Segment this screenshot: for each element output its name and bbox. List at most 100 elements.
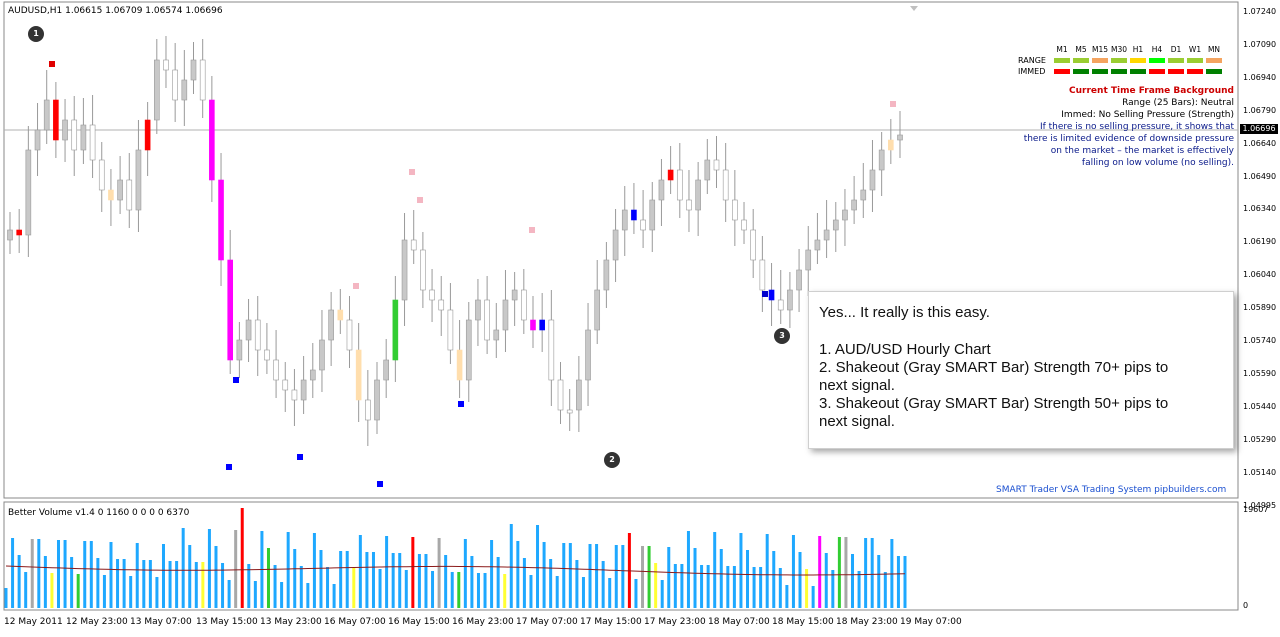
candle-body [144,119,151,151]
candle-body [759,259,766,291]
volume-bar [70,557,74,608]
candle-body [897,134,903,141]
candle-body [190,59,197,81]
chart-title: AUDUSD,H1 1.06615 1.06709 1.06574 1.0669… [8,6,223,16]
candle-body [640,219,646,231]
time-axis-label: 18 May 15:00 [772,617,834,627]
candle-body [98,159,105,191]
volume-bar [201,562,205,608]
time-axis-label: 13 May 07:00 [130,617,192,627]
volume-bar [549,559,553,608]
timeframe-header: D1 [1170,45,1182,54]
candle-body [209,99,215,181]
volume-bar [726,566,730,608]
volume-bar [706,565,710,608]
timeframe-cell [1168,58,1184,63]
footer-link[interactable]: SMART Trader VSA Trading System pipbuild… [996,485,1227,495]
timeframe-cell [1054,58,1070,63]
price-scale-label: 1.06340 [1243,204,1277,214]
callout-line: 3. Shakeout (Gray SMART Bar) Strength 50… [819,395,1169,412]
volume-bar [240,508,244,608]
volume-indicator-title: Better Volume v1.4 0 1160 0 0 0 0 6370 [8,508,190,518]
timeframe-header: H1 [1132,45,1144,54]
timeframe-cell [1111,69,1127,74]
candle-body [465,319,472,381]
volume-bar [102,575,106,608]
volume-bar [358,535,362,608]
candle-body [732,199,738,221]
signal-markers [49,61,896,487]
volume-bar [621,545,625,608]
volume-bar [280,582,284,608]
volume-bar [385,536,389,608]
volume-bar [194,562,198,608]
volume-bar [785,585,789,608]
volume-bar [404,570,408,608]
volume-bar [811,586,815,608]
volume-bar [135,543,139,608]
signal-marker [49,61,55,67]
callout-line: Yes... It really is this easy. [819,304,990,321]
volume-bar [352,568,356,608]
candle-body [264,349,270,361]
candle-body [722,169,729,201]
volume-bar [562,543,566,608]
candle-body [34,129,41,151]
volume-bar [759,567,763,608]
volume-bar [293,549,297,608]
volume-bar [713,532,717,608]
volume-bar [319,550,323,608]
candle-body [603,259,610,291]
volume-bar [142,560,146,608]
candle-body [511,289,518,301]
volume-bar [778,568,782,608]
volume-bar [890,539,894,608]
candle-body [199,59,206,101]
signal-marker [353,283,359,289]
timeframe-header: M30 [1111,45,1128,54]
candle-body [796,269,802,291]
price-scale-label: 1.05290 [1243,434,1277,444]
candle-body [456,349,463,381]
timeframe-cell [1130,58,1146,63]
candle-body [181,79,188,101]
timeframe-header: W1 [1188,45,1202,54]
description-line-2: there is limited evidence of downside pr… [1023,134,1234,144]
volume-bar [214,546,218,608]
candle-body [475,299,481,321]
info-panel-title: Current Time Frame Background [1069,86,1234,96]
price-scale-label: 1.06490 [1243,171,1277,181]
volume-bar [122,559,126,608]
candle-body [851,199,857,211]
volume-bar [168,561,172,608]
volume-bar [463,539,467,608]
volume-bar [411,537,415,608]
volume-bar [719,549,723,608]
price-scale-label: 1.06040 [1243,270,1277,280]
volume-bar [522,558,526,608]
candle-body [43,99,50,131]
time-axis-label: 17 May 15:00 [580,617,642,627]
volume-bar [188,545,192,608]
candle-body [227,259,234,361]
volume-bar [221,563,225,608]
candle-body [502,299,509,331]
signal-marker [409,169,415,175]
candle-body [254,319,261,351]
price-scale-label: 1.05440 [1243,401,1277,411]
candle-body [392,299,399,361]
volume-bar [83,541,87,608]
volume-bar [175,561,179,608]
range-status: Range (25 Bars): Neutral [1122,98,1234,108]
volume-bar [30,539,34,608]
volume-bar [483,573,487,608]
volume-bar [772,551,776,608]
candle-body [126,179,133,211]
time-axis-label: 19 May 07:00 [900,617,962,627]
volume-bar [529,575,533,608]
candle-body [649,199,656,231]
volume-bar [326,567,330,608]
timeframe-cell [1149,58,1165,63]
